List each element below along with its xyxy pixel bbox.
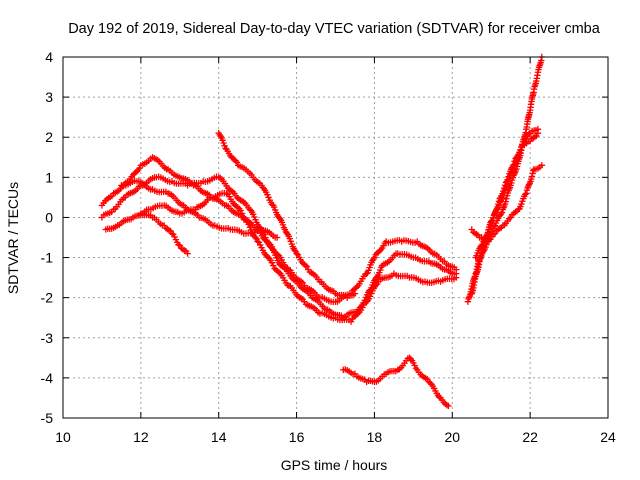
data-point [270,262,277,269]
x-tick-label: 24 [600,429,616,445]
y-tick-label: 4 [45,49,53,65]
data-point-fill [504,176,511,183]
data-point [351,290,359,297]
data-point-fill [498,209,506,216]
data-point-fill [270,203,278,211]
data-point-fill [303,263,311,270]
x-tick-label: 14 [211,429,227,445]
y-tick-label: -5 [41,410,54,426]
data-point [238,210,246,217]
data-point-fill [528,173,536,180]
data-point-fill [411,362,418,369]
data-point [168,230,176,237]
y-tick-label: 0 [45,209,53,225]
data-point-fill [525,130,533,138]
data-point-fill [482,234,489,242]
data-point-fill [495,201,502,208]
x-axis-label: GPS time / hours [281,457,388,473]
data-point-fill [291,247,298,254]
data-point-fill [233,159,241,166]
data-point-fill [525,182,532,190]
data-point-fill [506,185,513,193]
data-point [254,238,261,245]
y-tick-label: -1 [41,250,54,266]
data-point-fill [436,393,443,401]
data-point-fill [502,198,509,205]
data-point-fill [478,242,485,249]
data-point-fill [508,179,515,187]
plot-frame [62,56,609,419]
data-point [371,254,378,261]
x-tick-label: 12 [133,429,149,445]
x-tick-label: 22 [522,429,538,445]
y-tick-label: 2 [45,129,53,145]
data-point-fill [268,259,276,266]
data-point-fill [510,161,517,168]
data-point-fill [272,251,279,259]
data-point [476,258,483,265]
x-tick-label: 16 [289,429,305,445]
data-point-fill [252,234,259,241]
data-point-fill [522,191,529,198]
data-point-fill [175,241,182,248]
y-axis-label: SDTVAR / TECUs [5,182,21,294]
x-tick-label: 10 [55,429,71,445]
data-point-fill [479,241,486,248]
data-point-fill [488,220,496,227]
data-point [347,318,355,325]
y-tick-label: -3 [41,330,54,346]
data-point-fill [505,173,512,180]
data-point [534,130,542,137]
data-point [523,190,530,197]
data-point [445,402,452,410]
y-tick-label: -4 [41,370,54,386]
data-point-fill [525,181,533,188]
x-tick-label: 18 [367,429,383,445]
data-point-fill [517,146,524,153]
data-point-fill [500,185,508,192]
data-points [98,53,546,410]
data-point-fill [492,209,499,216]
data-point-fill [237,207,244,214]
data-point [273,234,281,241]
data-point-fill [302,262,309,269]
data-point [184,250,191,257]
data-point-fill [503,195,510,202]
data-point [452,274,460,281]
y-tick-label: 1 [45,169,53,185]
data-point-fill [372,281,380,289]
data-point-fill [136,164,143,172]
data-point [293,250,300,257]
data-point-fill [275,268,283,276]
data-point [223,190,230,197]
data-point-fill [246,223,254,231]
y-tick-label: 3 [45,89,53,105]
data-point-fill [500,187,507,195]
data-point-fill [529,170,536,177]
data-point [363,270,370,277]
y-tick-label: -2 [41,290,54,306]
data-point-fill [234,204,242,211]
data-point-fill [251,213,258,221]
data-point-fill [377,266,384,274]
chart-title: Day 192 of 2019, Sidereal Day-to-day VTE… [68,21,601,37]
data-point-fill [491,210,498,217]
data-point [538,162,546,169]
x-tick-label: 20 [444,429,460,445]
